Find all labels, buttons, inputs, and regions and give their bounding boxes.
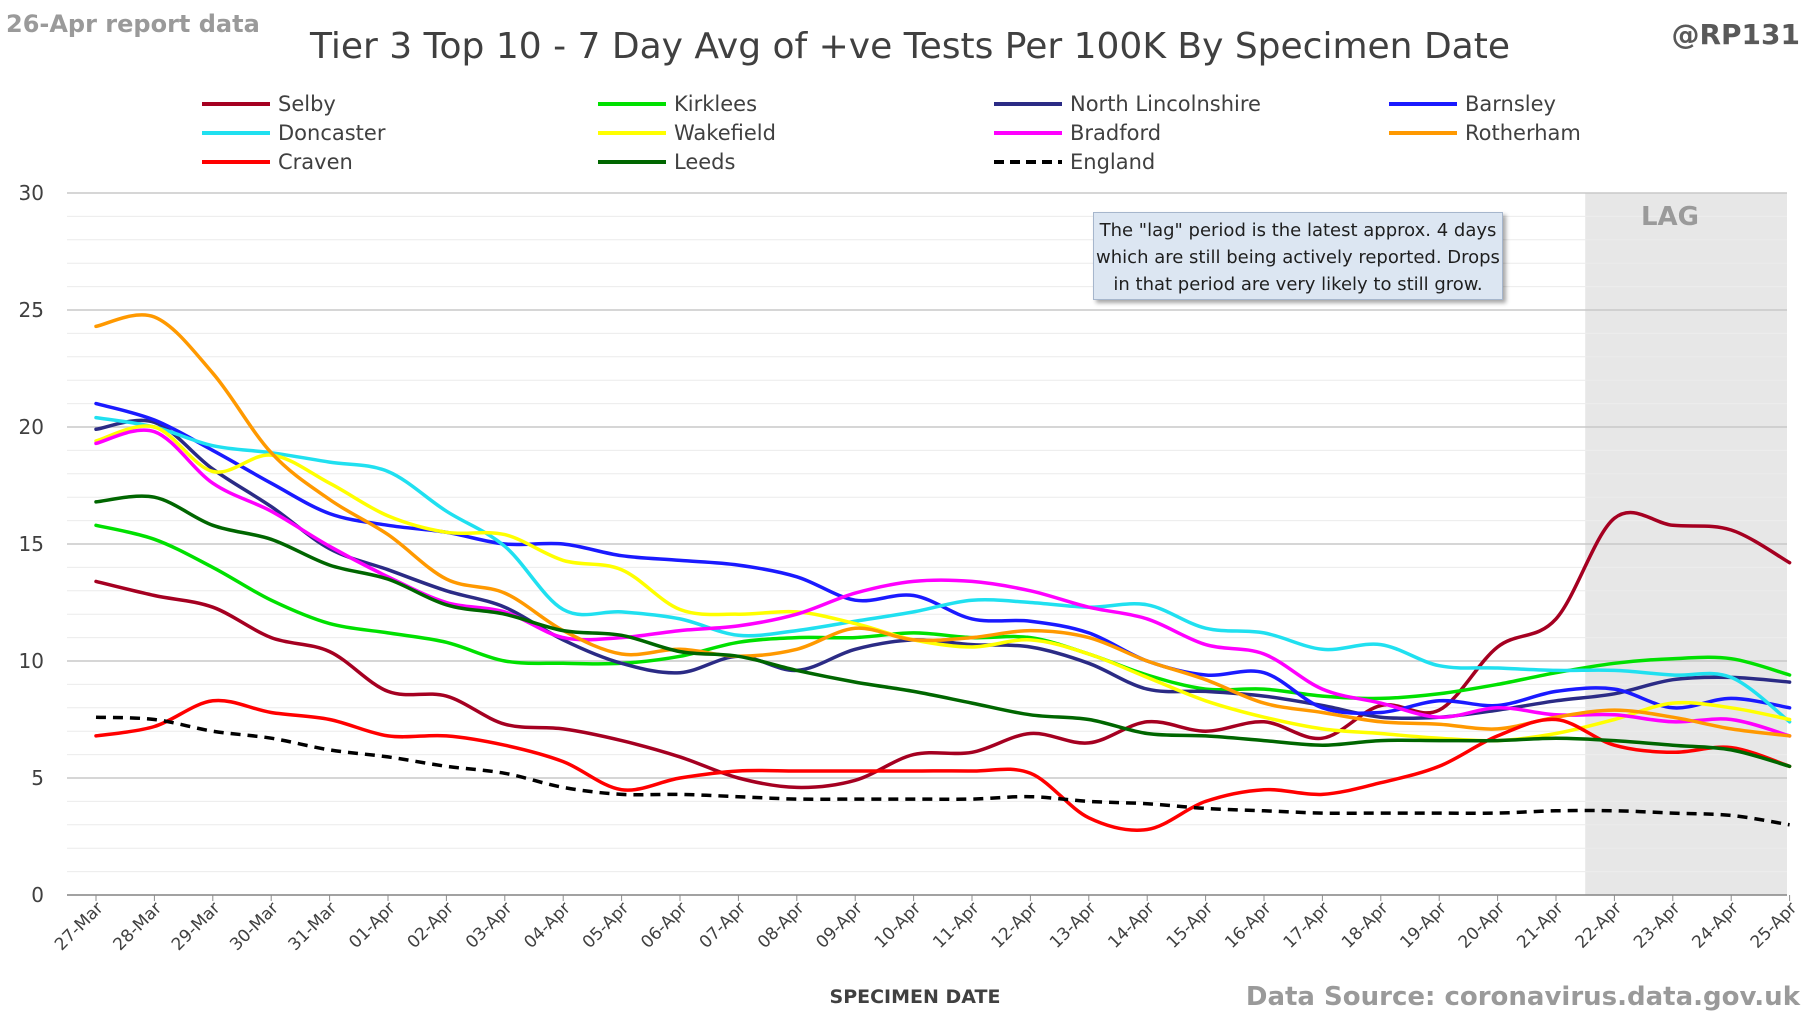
x-tick-label: 04-Apr: [520, 898, 574, 952]
legend-label-craven: Craven: [278, 150, 353, 174]
legend-label-kirklees: Kirklees: [674, 92, 757, 116]
x-tick-label: 14-Apr: [1104, 898, 1158, 952]
legend-label-north-lincolnshire: North Lincolnshire: [1070, 92, 1261, 116]
data-source: Data Source: coronavirus.data.gov.uk: [1245, 982, 1800, 1012]
y-tick-label: 15: [19, 532, 44, 556]
series-line-wakefield: [94, 424, 1792, 743]
x-tick-label: 19-Apr: [1396, 898, 1450, 952]
x-axis-title: SPECIMEN DATE: [830, 986, 1001, 1008]
x-tick-label: 15-Apr: [1163, 898, 1217, 952]
x-tick-label: 30-Mar: [226, 898, 282, 954]
x-tick-label: 09-Apr: [812, 898, 866, 952]
x-tick-label: 03-Apr: [462, 898, 516, 952]
y-tick-label: 25: [19, 298, 44, 322]
y-tick-label: 5: [31, 766, 44, 790]
x-tick-label: 16-Apr: [1221, 898, 1275, 952]
report-date-label: 26-Apr report data: [6, 10, 260, 38]
lag-note: The "lag" period is the latest approx. 4…: [1093, 212, 1503, 300]
series-line-doncaster: [94, 415, 1792, 724]
x-tick-label: 13-Apr: [1046, 898, 1100, 952]
series-line-england: [95, 715, 1790, 827]
legend-label-bradford: Bradford: [1070, 121, 1161, 145]
x-tick-label: 11-Apr: [929, 898, 983, 952]
series-line-rotherham: [94, 313, 1792, 738]
x-tick-label: 17-Apr: [1280, 898, 1334, 952]
series-line-craven: [94, 698, 1792, 832]
chart-title: Tier 3 Top 10 - 7 Day Avg of +ve Tests P…: [310, 26, 1510, 67]
x-tick-label: 06-Apr: [637, 898, 691, 952]
series-line-selby: [94, 510, 1792, 790]
x-tick-label: 07-Apr: [696, 898, 750, 952]
x-tick-label: 27-Mar: [51, 898, 107, 954]
legend-label-rotherham: Rotherham: [1465, 121, 1581, 145]
y-tick-label: 30: [19, 181, 44, 205]
author-handle: @RP131: [1671, 18, 1800, 51]
lag-label: LAG: [1641, 202, 1699, 232]
x-tick-label: 05-Apr: [579, 898, 633, 952]
x-tick-label: 20-Apr: [1455, 898, 1509, 952]
x-tick-label: 18-Apr: [1338, 898, 1392, 952]
x-tick-label: 12-Apr: [988, 898, 1042, 952]
series-line-leeds: [94, 494, 1792, 769]
x-tick-label: 21-Apr: [1513, 898, 1567, 952]
x-tick-label: 24-Apr: [1688, 898, 1742, 952]
y-tick-label: 0: [31, 883, 44, 907]
x-tick-label: 01-Apr: [345, 898, 399, 952]
y-tick-label: 10: [19, 649, 44, 673]
legend-label-wakefield: Wakefield: [674, 121, 776, 145]
x-tick-label: 02-Apr: [404, 898, 458, 952]
x-tick-label: 31-Mar: [285, 898, 341, 954]
legend-label-selby: Selby: [278, 92, 336, 116]
x-tick-label: 10-Apr: [871, 898, 925, 952]
x-tick-label: 08-Apr: [754, 898, 808, 952]
series-line-bradford: [94, 428, 1792, 738]
x-tick-label: 22-Apr: [1572, 898, 1626, 952]
x-tick-label: 25-Apr: [1747, 898, 1801, 952]
x-tick-label: 28-Mar: [109, 898, 165, 954]
lag-note-line-2: which are still being actively reported.…: [1096, 247, 1500, 268]
legend-label-doncaster: Doncaster: [278, 121, 386, 145]
y-tick-label: 20: [19, 415, 44, 439]
legend-label-england: England: [1070, 150, 1155, 174]
legend-label-barnsley: Barnsley: [1465, 92, 1556, 116]
legend-label-leeds: Leeds: [674, 150, 735, 174]
lag-note-line-3: in that period are very likely to still …: [1113, 274, 1483, 295]
lag-note-line-1: The "lag" period is the latest approx. 4…: [1099, 220, 1497, 241]
x-tick-label: 23-Apr: [1630, 898, 1684, 952]
series-line-kirklees: [94, 523, 1792, 701]
x-tick-label: 29-Mar: [168, 898, 224, 954]
